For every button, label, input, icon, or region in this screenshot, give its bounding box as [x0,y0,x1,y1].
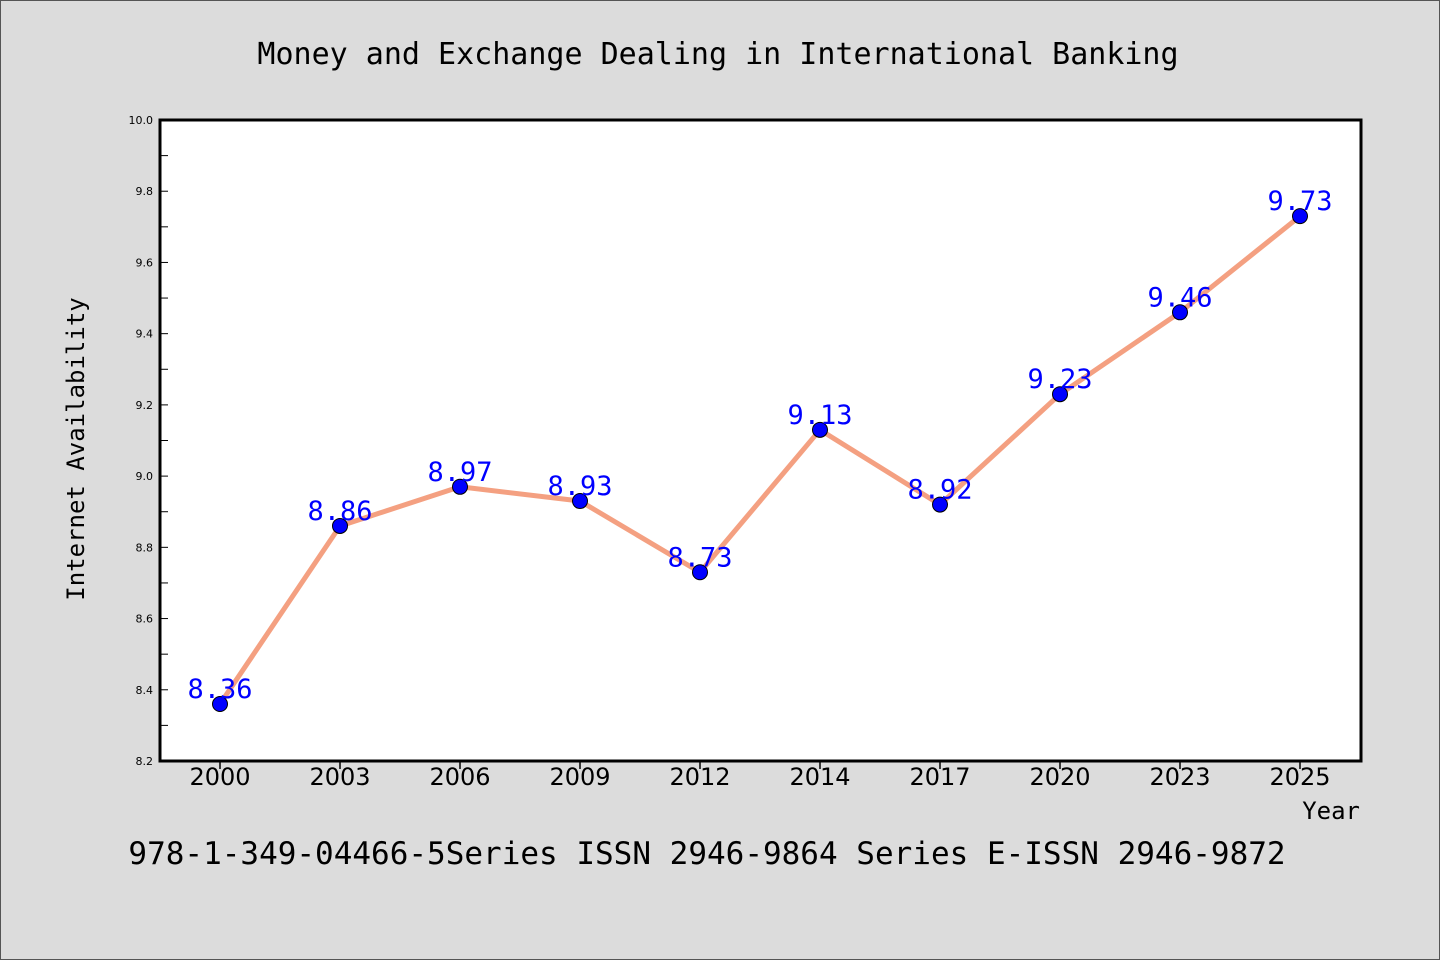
x-tick-label: 2014 [789,763,850,791]
data-point-marker [1292,208,1308,225]
data-value-label: 8.86 [307,496,372,527]
data-value-label: 8.73 [667,542,732,573]
x-tick-label: 2006 [429,763,490,791]
data-point-marker [812,421,828,438]
x-tick-label: 2020 [1029,763,1090,791]
x-tick-label: 2003 [309,763,370,791]
data-value-label: 9.46 [1147,282,1212,313]
data-point-marker [1052,386,1068,403]
data-point-marker [572,493,588,510]
series-markers [212,208,1308,713]
data-value-label: 8.36 [187,674,252,705]
series-line [217,213,1303,707]
y-tick-label: 8.8 [136,541,154,554]
y-tick-label: 9.4 [136,328,154,341]
series-path [217,213,1303,707]
data-point-marker [692,564,708,581]
x-tick-label: 2000 [189,763,250,791]
y-tick-label: 9.8 [136,185,154,198]
x-axis-title: Year [1302,797,1360,825]
data-point-marker [212,696,228,713]
data-value-label: 9.73 [1267,186,1332,217]
x-tick-label: 2009 [549,763,610,791]
y-axis: 8.2 8.4 8.6 8.8 9.0 9.2 9.4 9.6 9.8 10.0 [129,114,168,768]
y-tick-label: 10.0 [129,114,154,127]
data-value-label: 8.93 [547,471,612,502]
x-tick-label: 2017 [909,763,970,791]
y-tick-label: 9.2 [136,399,154,412]
data-value-label: 9.13 [787,400,852,431]
x-tick-label: 2025 [1269,763,1330,791]
data-point-marker [332,517,348,534]
chart-title: Money and Exchange Dealing in Internatio… [257,37,1178,72]
y-tick-label: 8.2 [136,755,154,768]
data-value-label: 9.23 [1027,364,1092,395]
plot-area [160,120,1361,761]
y-tick-label: 8.4 [136,684,154,697]
y-tick-label: 9.0 [136,470,154,483]
x-axis: 2000 2003 2006 2009 2012 2014 2017 2020 2023 2025 [189,761,1331,791]
y-tick-label: 8.6 [136,613,154,626]
data-point-marker [1172,304,1188,321]
data-value-label: 8.97 [427,457,492,488]
footer-isbn-text: 978-1-349-04466-5Series ISSN 2946-9864 S… [128,836,1285,872]
plot-frame [158,118,1363,763]
y-axis-title: Internet Availability [62,297,90,600]
data-value-label: 8.92 [907,475,972,506]
data-point-marker [932,496,948,513]
x-tick-label: 2012 [669,763,730,791]
data-labels: 8.36 8.86 8.97 8.93 8.73 9.13 8.92 9.23 9.46 9.73 [187,186,1332,705]
y-tick-label: 9.6 [136,256,154,269]
x-tick-label: 2023 [1149,763,1210,791]
data-point-marker [452,478,468,495]
